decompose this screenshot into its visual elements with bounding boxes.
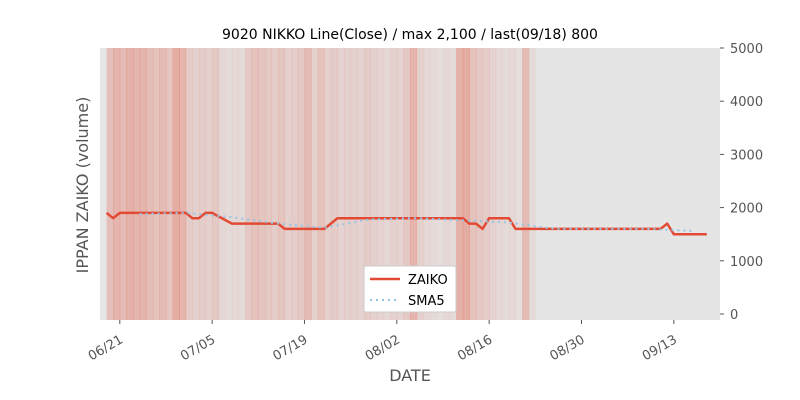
y-tick-label: 3000 (730, 148, 763, 163)
shade-band (126, 48, 134, 320)
shade-band (106, 48, 114, 320)
shade-band (429, 48, 437, 320)
shade-band (515, 48, 523, 320)
shade-band (383, 48, 391, 320)
shade-band (245, 48, 253, 320)
y-tick-label: 1000 (730, 255, 763, 270)
shade-band (324, 48, 332, 320)
shade-band (528, 48, 536, 320)
shade-band (146, 48, 154, 320)
shade-band (278, 48, 286, 320)
shade-band (423, 48, 431, 320)
shade-band (205, 48, 213, 320)
shade-band (396, 48, 404, 320)
shade-band (508, 48, 516, 320)
shade-band (133, 48, 141, 320)
shade-band (225, 48, 233, 320)
x-axis-label: DATE (389, 366, 431, 385)
chart-title: 9020 NIKKO Line(Close) / max 2,100 / las… (222, 27, 598, 43)
series-layer (105, 211, 707, 236)
shade-band (370, 48, 378, 320)
shade-band (139, 48, 147, 320)
shade-band (469, 48, 477, 320)
y-tick-label: 0 (730, 308, 738, 323)
shade-band (179, 48, 187, 320)
shade-band (291, 48, 299, 320)
shade-band (403, 48, 411, 320)
legend-box (363, 265, 457, 313)
legend-label: ZAIKO (408, 273, 448, 288)
shade-band (304, 48, 312, 320)
shade-band (350, 48, 358, 320)
y-axis-label: IPPAN ZAIKO (volume) (73, 97, 92, 274)
shade-band (159, 48, 167, 320)
shade-band (185, 48, 193, 320)
shade-band (271, 48, 279, 320)
shade-band (344, 48, 352, 320)
shade-band (218, 48, 226, 320)
shade-band (337, 48, 345, 320)
y-tick-label: 2000 (730, 202, 763, 217)
shade-band (192, 48, 200, 320)
shade-band (113, 48, 121, 320)
shade-band (212, 48, 220, 320)
shade-band (119, 48, 127, 320)
shade-band (198, 48, 206, 320)
shade-bands (106, 48, 536, 320)
shade-band (449, 48, 457, 320)
shade-band (456, 48, 464, 320)
shade-band (238, 48, 246, 320)
shade-band (231, 48, 239, 320)
shade-band (495, 48, 503, 320)
series-line-zaiko (105, 211, 707, 236)
shade-band (152, 48, 160, 320)
shade-band (482, 48, 490, 320)
shade-band (476, 48, 484, 320)
shade-band (311, 48, 319, 320)
shade-band (363, 48, 371, 320)
legend: ZAIKO SMA5 (363, 265, 457, 313)
y-tick-label: 5000 (730, 42, 763, 57)
shade-band (390, 48, 398, 320)
shade-band (357, 48, 365, 320)
shade-band (258, 48, 266, 320)
shade-band (251, 48, 259, 320)
shade-band (443, 48, 451, 320)
shade-band (330, 48, 338, 320)
shade-band (264, 48, 272, 320)
legend-label: SMA5 (408, 294, 445, 309)
shade-band (410, 48, 418, 320)
shade-band (489, 48, 497, 320)
shade-band (377, 48, 385, 320)
shade-band (436, 48, 444, 320)
series-line-sma5 (139, 211, 694, 232)
shade-band (317, 48, 325, 320)
shade-band (172, 48, 180, 320)
y-tick-label: 4000 (730, 95, 763, 110)
shade-band (462, 48, 470, 320)
shade-band (522, 48, 530, 320)
shade-band (166, 48, 174, 320)
y-axis: 0 1000 2000 3000 4000 5000 (720, 42, 763, 323)
shade-band (297, 48, 305, 320)
shade-band (502, 48, 510, 320)
shade-band (284, 48, 292, 320)
shade-band (416, 48, 424, 320)
